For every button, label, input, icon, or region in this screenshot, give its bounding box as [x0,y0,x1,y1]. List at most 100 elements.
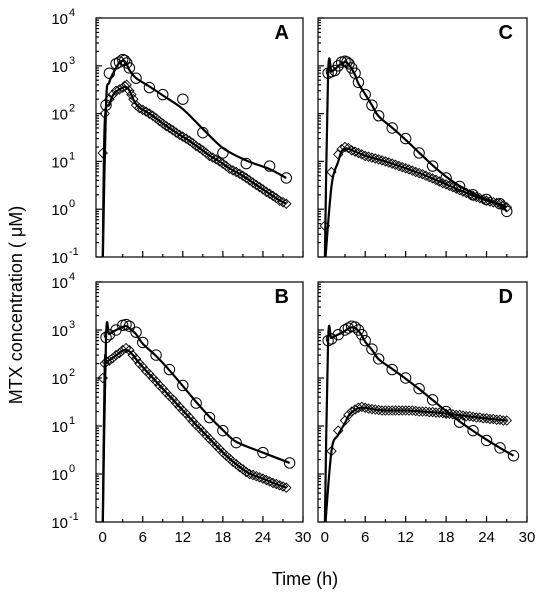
data-point-diamond [410,405,421,417]
data-point-diamond [498,415,509,426]
y-tick-exponent: 4 [69,7,75,19]
data-point-diamond [97,147,108,159]
y-tick-exponent: 1 [69,150,75,162]
data-point-diamond [494,414,506,425]
data-point-diamond [464,189,475,200]
y-tick-exponent: -1 [69,511,79,523]
data-point-diamond [454,409,465,421]
data-point-diamond [114,347,125,359]
data-point-diamond [427,173,438,184]
panel-label: A [275,22,289,44]
data-point-circle [467,424,479,437]
data-point-diamond [501,201,513,213]
y-tick-label: 10 [51,250,68,267]
data-point-diamond [410,166,421,178]
y-tick-label: 10 [51,515,68,532]
data-point-circle [123,320,136,332]
data-point-diamond [386,158,398,169]
model-fit-line-diamond [101,348,287,522]
data-point-diamond [447,409,459,420]
x-tick-label: 30 [519,529,536,546]
data-point-diamond [99,358,110,369]
data-point-diamond [363,403,374,414]
data-point-circle [143,81,156,94]
data-point-diamond [359,402,371,413]
data-point-diamond [359,150,371,162]
model-fit-line-circle [101,320,291,522]
data-point-diamond [420,406,432,417]
x-tick-label: 6 [361,529,369,546]
data-point-diamond [251,179,262,191]
panel-label: D [499,286,513,308]
data-point-diamond [271,478,282,490]
data-point-diamond [471,412,482,423]
x-tick-label: 24 [478,529,495,546]
panel-b: 10 410 310 210 110 010 -10 6 12 18 24 30B [51,271,311,546]
panel-frame [317,17,528,258]
y-tick-exponent: -1 [69,246,79,258]
data-point-diamond [134,102,145,114]
data-point-diamond [177,131,189,142]
data-point-diamond [491,414,502,425]
data-point-diamond [464,410,475,422]
data-point-circle [372,110,385,122]
data-point-diamond [434,176,445,187]
data-point-diamond [277,196,289,208]
model-fit-line-circle [323,324,515,522]
y-tick-label: 10 [51,323,68,340]
data-point-diamond [450,183,462,194]
y-tick-exponent: 3 [69,55,75,67]
x-tick-label: 30 [295,529,312,546]
data-point-circle [137,336,149,349]
x-tick-label: 0 [99,529,107,546]
data-point-diamond [346,406,357,417]
data-point-diamond [424,406,435,418]
model-fit-line-diamond [324,147,508,257]
data-point-circle [349,321,361,333]
panel-label: C [499,22,513,44]
data-point-diamond [400,162,411,174]
data-point-diamond [356,401,368,413]
data-point-diamond [437,177,448,189]
data-point-diamond [267,477,279,489]
data-point-circle [103,67,116,79]
y-tick-exponent: 0 [69,463,75,475]
data-point-diamond [454,184,465,196]
data-point-diamond [484,196,496,207]
data-point-circle [113,56,126,68]
data-point-diamond [444,408,455,419]
data-point-circle [257,446,269,459]
data-point-circle [163,363,176,376]
data-point-diamond [124,344,135,356]
data-point-diamond [281,482,292,493]
data-point-diamond [107,89,118,100]
data-point-circle [399,372,412,384]
data-point-diamond [230,166,242,178]
data-point-circle [480,434,493,447]
data-point-circle [325,333,338,345]
data-point-diamond [393,160,405,172]
data-point-diamond [474,412,486,423]
data-point-circle [372,353,385,365]
model-fit-line-circle [323,57,508,257]
x-tick-label: 18 [215,529,232,546]
data-point-circle [426,394,439,406]
x-tick-label: 12 [174,529,191,546]
data-point-diamond [491,197,502,209]
data-point-diamond [110,85,122,97]
data-point-diamond [461,410,472,422]
data-point-diamond [224,163,235,175]
data-point-diamond [343,409,354,421]
data-point-diamond [484,413,496,425]
data-point-circle [217,147,229,159]
y-tick-label: 10 [51,371,68,388]
panel-label: B [275,286,289,308]
x-tick-label: 12 [397,529,414,546]
data-point-circle [494,442,506,454]
y-tick-label: 10 [51,202,68,219]
data-point-circle [217,424,229,437]
data-point-diamond [471,191,482,203]
data-point-diamond [370,153,381,164]
data-point-diamond [417,168,428,180]
data-point-circle [356,328,368,341]
